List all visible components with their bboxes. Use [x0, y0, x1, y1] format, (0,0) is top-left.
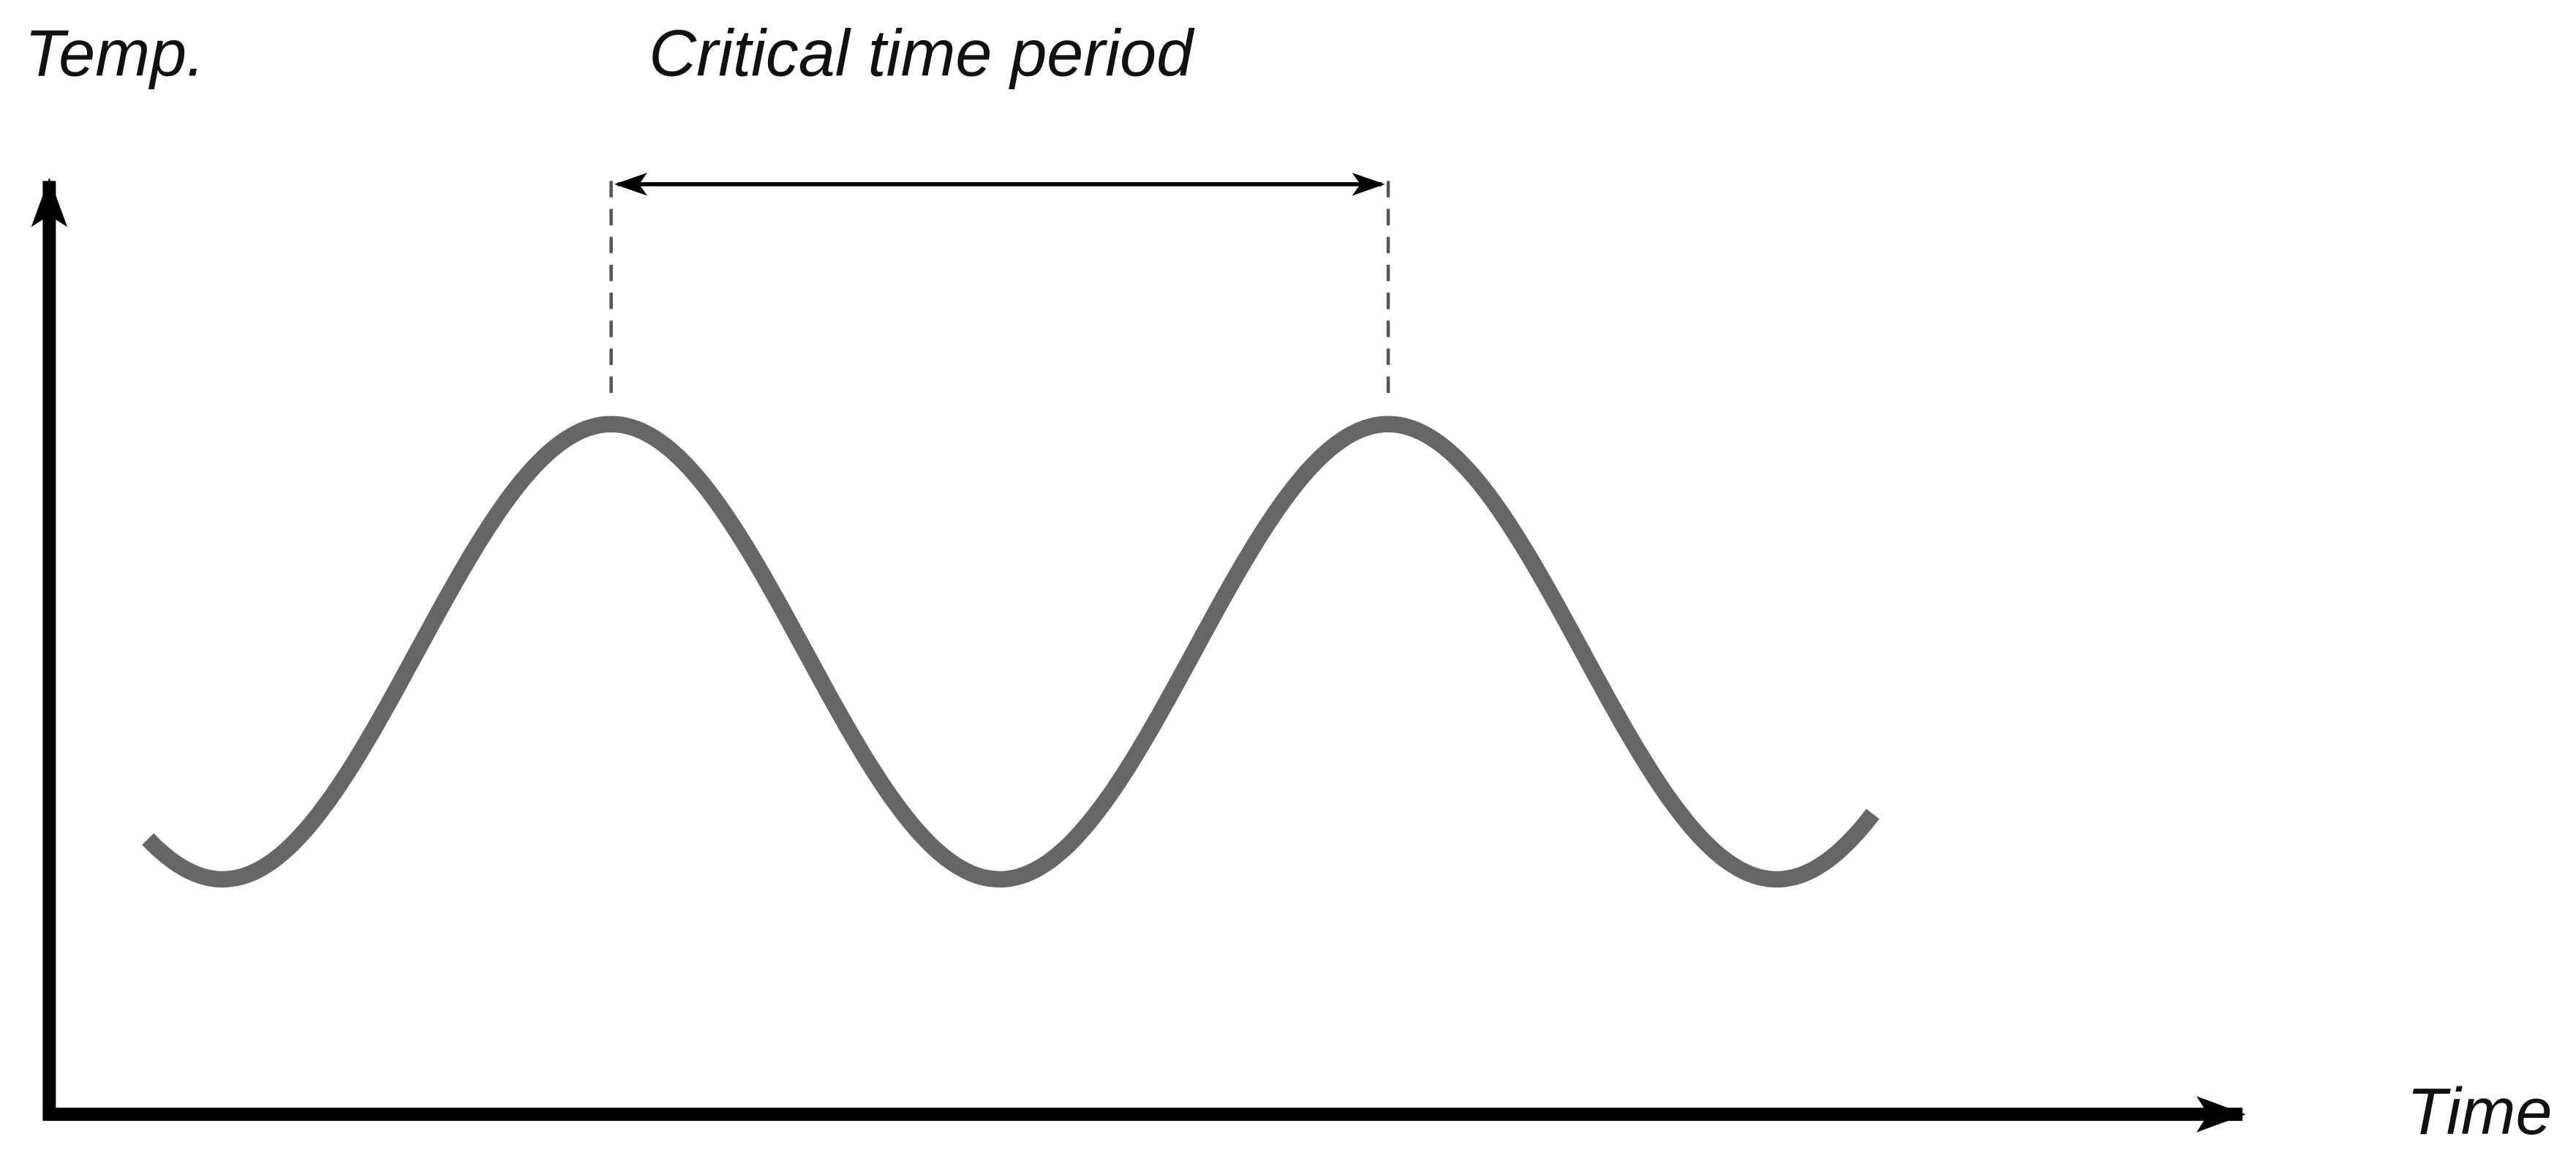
y-axis-label: Temp.	[25, 18, 205, 91]
annotation-label: Critical time period	[649, 18, 1195, 91]
x-axis-label: Time	[2407, 1075, 2553, 1149]
temperature-wave	[142, 416, 1880, 888]
